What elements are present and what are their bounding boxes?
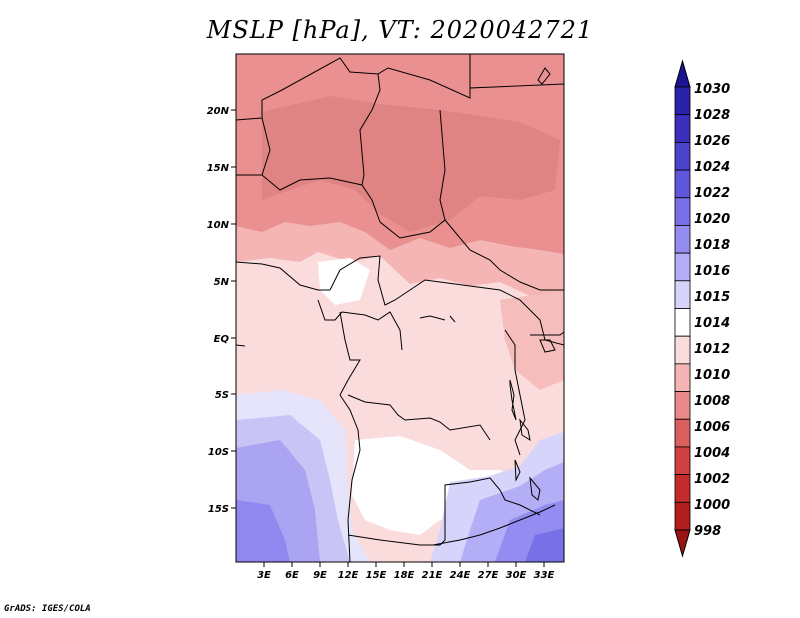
colorbar-label: 998 xyxy=(694,524,721,539)
colorbar-label: 1015 xyxy=(694,290,730,305)
pressure-field xyxy=(236,54,564,562)
lon-tick-6e: 6E xyxy=(285,562,299,581)
lakes xyxy=(419,67,556,501)
lat-tick-15n: 15N xyxy=(207,163,236,174)
colorbar-segment xyxy=(674,225,691,254)
colorbar-segment xyxy=(674,474,691,503)
lon-tick-24e: 24E xyxy=(450,562,471,581)
colorbar-segment xyxy=(674,141,691,171)
colorbar-segment xyxy=(674,335,691,365)
colorbar-label: 1026 xyxy=(694,134,730,149)
colorbar-segment xyxy=(674,418,691,448)
lon-label: 30E xyxy=(506,570,527,581)
lat-tick-15s: 15S xyxy=(208,504,236,515)
colorbar-label: 1012 xyxy=(694,342,730,357)
pressure-1006-core xyxy=(262,96,560,232)
colorbar-label: 1010 xyxy=(694,368,730,383)
lat-label: 5N xyxy=(214,277,230,288)
lon-tick-18e: 18E xyxy=(394,562,415,581)
lat-label: 10S xyxy=(208,447,229,458)
pressure-1014-south xyxy=(352,436,520,535)
pressure-1010-east xyxy=(500,290,564,390)
colorbar-label: 1004 xyxy=(694,446,730,461)
lon-tick-30e: 30E xyxy=(506,562,527,581)
colorbar-label: 1016 xyxy=(694,264,730,279)
colorbar-label: 1006 xyxy=(694,420,730,435)
colorbar-label: 1030 xyxy=(694,82,730,97)
lon-tick-21e: 21E xyxy=(422,562,443,581)
lon-tick-9e: 9E xyxy=(313,562,327,581)
lat-tick-5s: 5S xyxy=(215,390,236,401)
lat-label: EQ xyxy=(214,334,230,345)
lat-tick-20n: 20N xyxy=(207,106,236,117)
lat-label: 10N xyxy=(207,220,230,231)
colorbar-segment xyxy=(674,308,691,337)
lat-tick-5n: 5N xyxy=(214,277,236,288)
lat-tick-eq: EQ xyxy=(214,334,236,345)
colorbar-segment xyxy=(674,197,691,226)
lon-tick-27e: 27E xyxy=(478,562,499,581)
lon-label: 24E xyxy=(450,570,471,581)
lon-label: 27E xyxy=(478,570,499,581)
colorbar-bottom-arrow xyxy=(674,529,691,558)
colorbar-segment xyxy=(674,169,691,199)
colorbar-label: 1008 xyxy=(694,394,730,409)
colorbar-label: 1018 xyxy=(694,238,730,253)
colorbar-label: 1022 xyxy=(694,186,730,201)
colorbar-segment xyxy=(674,252,691,282)
colorbar-segment xyxy=(674,363,691,392)
lon-label: 21E xyxy=(422,570,443,581)
lat-label: 15N xyxy=(207,163,230,174)
credit-text: GrADS: IGES/COLA xyxy=(4,604,91,614)
colorbar-segment xyxy=(674,280,691,309)
lon-label: 33E xyxy=(534,570,555,581)
lon-tick-12e: 12E xyxy=(338,562,359,581)
lat-tick-10s: 10S xyxy=(208,447,236,458)
lon-label: 18E xyxy=(394,570,415,581)
lon-label: 6E xyxy=(285,570,299,581)
lon-label: 15E xyxy=(366,570,387,581)
colorbar-label: 1014 xyxy=(694,316,730,331)
map-frame xyxy=(235,53,565,563)
country-borders xyxy=(236,54,564,562)
lon-tick-3e: 3E xyxy=(257,562,271,581)
lat-label: 20N xyxy=(207,106,230,117)
map-title: MSLP [hPa], VT: 2020042721 xyxy=(206,16,594,44)
colorbar-segment xyxy=(674,446,691,476)
pressure-1020-se xyxy=(525,528,564,562)
colorbar-segment xyxy=(674,86,691,116)
colorbar-label: 1020 xyxy=(694,212,730,227)
colorbar-label: 1028 xyxy=(694,108,730,123)
colorbar-top-arrow xyxy=(674,59,691,88)
colorbar-label: 1024 xyxy=(694,160,730,175)
pressure-1014-patch-1 xyxy=(318,258,370,305)
lat-label: 15S xyxy=(208,504,229,515)
lat-tick-10n: 10N xyxy=(207,220,236,231)
lon-tick-15e: 15E xyxy=(366,562,387,581)
colorbar-label: 1000 xyxy=(694,498,730,513)
lat-axis: 20N 15N 10N 5N EQ 5S 10S 15S xyxy=(207,106,236,515)
lon-label: 3E xyxy=(257,570,271,581)
colorbar-segment xyxy=(674,391,691,420)
lon-axis: 3E 6E 9E 12E 15E 18E 21E 24E 27E 30E 33E xyxy=(257,562,555,581)
lon-label: 9E xyxy=(313,570,327,581)
lon-tick-33e: 33E xyxy=(534,562,555,581)
lat-label: 5S xyxy=(215,390,229,401)
lon-label: 12E xyxy=(338,570,359,581)
colorbar: 1030 1028 1026 1024 1022 1020 1018 1016 1015 1014… xyxy=(674,59,730,558)
pressure-1020-sw xyxy=(236,500,290,562)
colorbar-label: 1002 xyxy=(694,472,730,487)
colorbar-segment xyxy=(674,114,691,143)
colorbar-segment xyxy=(674,501,691,531)
